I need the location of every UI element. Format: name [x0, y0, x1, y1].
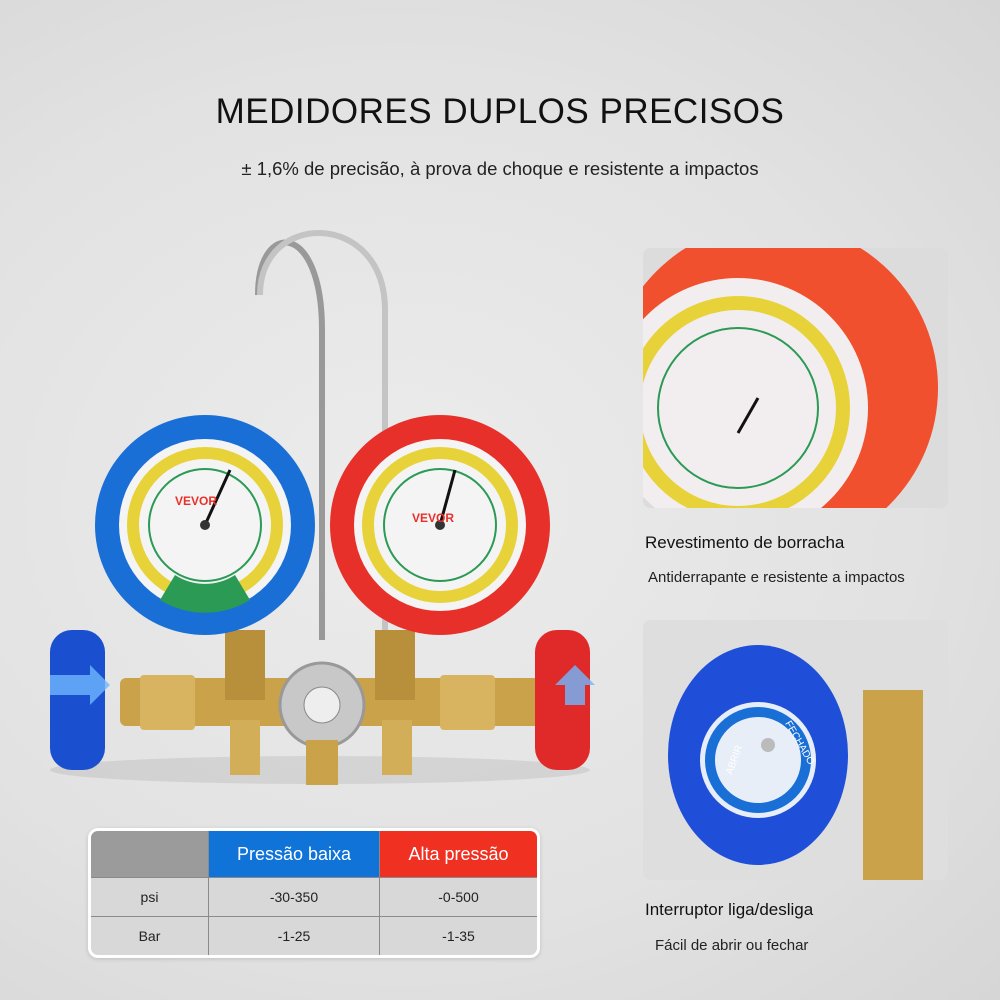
row-unit: psi [91, 877, 208, 916]
header-high-pressure: Alta pressão [379, 831, 537, 877]
row-unit: Bar [91, 916, 208, 955]
rubber-cover-closeup [643, 248, 948, 508]
page-title: MEDIDORES DUPLOS PRECISOS [215, 92, 785, 131]
header-empty [91, 831, 208, 877]
cell-high: -0-500 [379, 877, 537, 916]
cell-low: -1-25 [208, 916, 379, 955]
brand-logo: VEVOR [175, 494, 217, 508]
table-header-row: Pressão baixa Alta pressão [91, 831, 537, 877]
manifold-gauge-image: VEVOR VEVOR [30, 200, 630, 800]
page-subtitle: ± 1,6% de precisão, à prova de choque e … [241, 158, 759, 179]
brand-logo: VEVOR [412, 511, 454, 525]
feature-desc-switch: Fácil de abrir ou fechar [655, 937, 809, 954]
cell-low: -30-350 [208, 877, 379, 916]
table-row: psi -30-350 -0-500 [91, 877, 537, 916]
feature-title-rubber: Revestimento de borracha [645, 533, 845, 552]
cell-high: -1-35 [379, 916, 537, 955]
knob-closeup: ABRIR FECHADO [643, 620, 948, 880]
spec-table: Pressão baixa Alta pressão psi -30-350 -… [88, 828, 540, 958]
table-row: Bar -1-25 -1-35 [91, 916, 537, 955]
header-low-pressure: Pressão baixa [208, 831, 379, 877]
feature-title-switch: Interruptor liga/desliga [645, 900, 814, 919]
feature-desc-rubber: Antiderrapante e resistente a impactos [648, 569, 905, 586]
